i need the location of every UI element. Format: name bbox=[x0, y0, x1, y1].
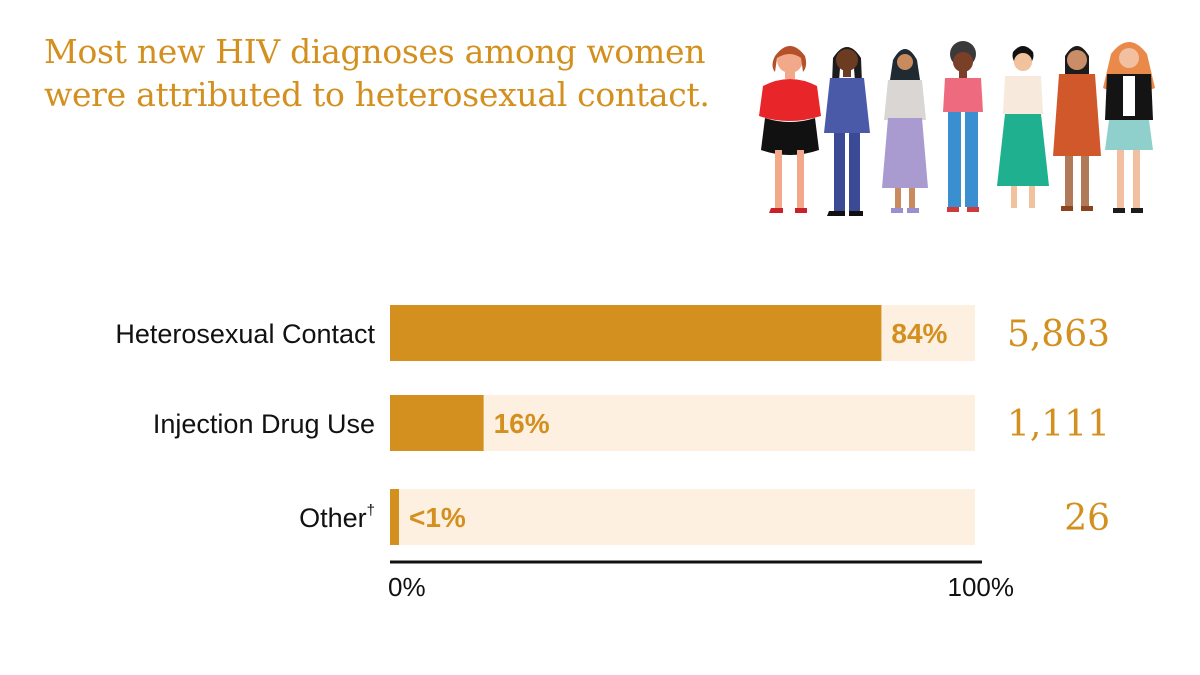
title-line-1: Most new HIV diagnoses among women bbox=[44, 32, 706, 71]
percent-label-1: 84% bbox=[891, 318, 947, 349]
woman-figure-4 bbox=[943, 41, 983, 212]
woman-figure-5 bbox=[997, 46, 1049, 208]
count-label-2: 1,111 bbox=[1007, 404, 1110, 445]
x-tick-label-0: 0% bbox=[388, 572, 426, 602]
x-tick-label-100: 100% bbox=[948, 572, 1015, 602]
chart-title: Most new HIV diagnoses among women were … bbox=[44, 30, 744, 116]
bar-2 bbox=[390, 395, 484, 451]
category-label-text: Injection Drug Use bbox=[153, 409, 375, 439]
category-label-text: Heterosexual Contact bbox=[115, 319, 375, 349]
woman-figure-1 bbox=[759, 46, 821, 213]
category-label-3: Other† bbox=[299, 502, 375, 533]
woman-figure-7 bbox=[1103, 42, 1155, 213]
count-label-3: 26 bbox=[1064, 498, 1110, 539]
bar-1 bbox=[390, 305, 882, 361]
group-of-women-icon bbox=[759, 41, 1155, 216]
dagger-footnote-mark: † bbox=[367, 502, 375, 519]
category-label-1: Heterosexual Contact bbox=[115, 319, 375, 349]
percent-label-3: <1% bbox=[409, 502, 466, 533]
category-label-text: Other bbox=[299, 503, 367, 533]
woman-figure-2 bbox=[824, 47, 870, 216]
count-label-1: 5,863 bbox=[1007, 314, 1110, 355]
bar-track bbox=[390, 395, 975, 451]
bar-track bbox=[390, 489, 975, 545]
woman-figure-6 bbox=[1053, 46, 1101, 211]
category-label-2: Injection Drug Use bbox=[153, 409, 375, 439]
title-line-2: were attributed to heterosexual contact. bbox=[44, 75, 710, 114]
bar-3 bbox=[390, 489, 399, 545]
woman-figure-3 bbox=[882, 49, 928, 213]
percent-label-2: 16% bbox=[494, 408, 550, 439]
